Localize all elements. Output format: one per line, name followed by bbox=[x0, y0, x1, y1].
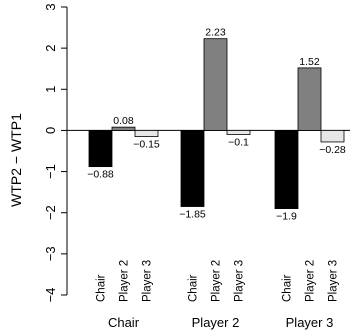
group-label: Player 3 bbox=[286, 315, 334, 330]
y-tick-label: −1 bbox=[43, 164, 58, 179]
data-label: 1.52 bbox=[299, 56, 320, 68]
bar bbox=[297, 67, 322, 131]
bar-name-label: Player 2 bbox=[119, 260, 131, 302]
y-axis-label: WTP2 − WTP1 bbox=[8, 113, 24, 207]
y-tick-label: −4 bbox=[43, 288, 58, 303]
bar bbox=[111, 126, 136, 131]
data-label: −1.85 bbox=[179, 209, 206, 221]
bar bbox=[180, 130, 205, 207]
bar bbox=[203, 38, 228, 131]
data-label: −0.28 bbox=[319, 144, 346, 156]
data-label: 0.08 bbox=[113, 115, 134, 127]
group-label: Chair bbox=[108, 315, 140, 330]
bar-name-label: Chair bbox=[188, 274, 200, 302]
bar bbox=[320, 130, 345, 143]
y-tick-label: 0 bbox=[43, 127, 58, 134]
y-tick-label: −3 bbox=[43, 246, 58, 261]
bar-name-label: Player 2 bbox=[305, 260, 317, 302]
bar-name-label: Player 2 bbox=[211, 260, 223, 302]
y-tick-label: 1 bbox=[43, 86, 58, 93]
y-tick-label: −2 bbox=[43, 205, 58, 220]
bar bbox=[88, 130, 113, 168]
data-label: −0.88 bbox=[87, 169, 114, 181]
data-label: 2.23 bbox=[205, 27, 226, 39]
y-tick-label: 3 bbox=[43, 3, 58, 10]
bar bbox=[226, 130, 251, 135]
bar-name-label: Chair bbox=[282, 274, 294, 302]
bar bbox=[134, 130, 159, 138]
bar-name-label: Chair bbox=[96, 274, 108, 302]
group-label: Player 2 bbox=[192, 315, 240, 330]
bar-name-labels: Chair Player 2 Player 3 Chair Player 2 Player… bbox=[96, 260, 340, 302]
data-label: −0.1 bbox=[228, 137, 249, 149]
y-tick-label: 2 bbox=[43, 45, 58, 52]
group-labels: Chair Player 2 Player 3 bbox=[108, 315, 333, 330]
bar bbox=[274, 130, 299, 209]
data-label: −0.15 bbox=[133, 139, 160, 151]
data-label: −1.9 bbox=[276, 211, 297, 223]
y-axis: 3 2 1 0 −1 −2 −3 −4 bbox=[43, 3, 68, 303]
bar-name-label: Player 3 bbox=[234, 260, 246, 302]
bar-name-label: Player 3 bbox=[328, 260, 340, 302]
value-labels: −0.88 0.08 −0.15 −1.85 2.23 −0.1 −1.9 1.52 −0.28 bbox=[87, 27, 346, 223]
bars bbox=[88, 38, 345, 209]
bar-name-label: Player 3 bbox=[142, 260, 154, 302]
